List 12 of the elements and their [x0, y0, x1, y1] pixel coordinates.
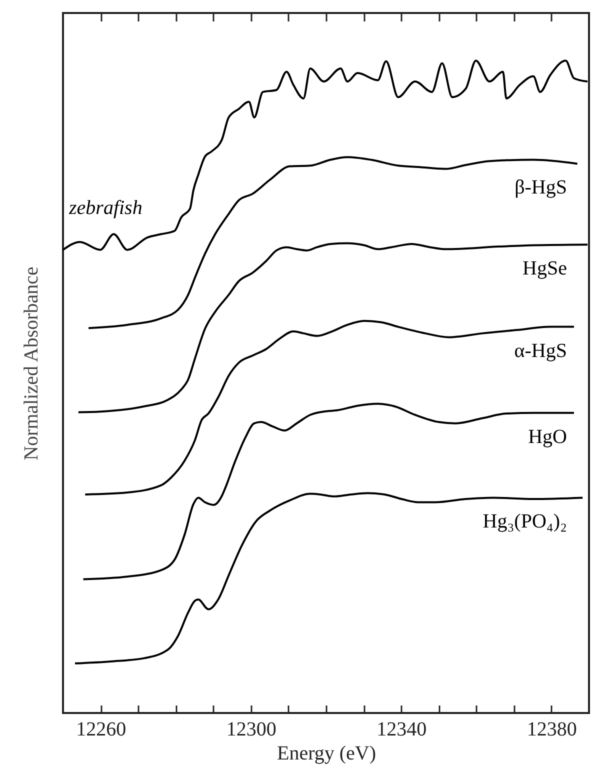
- x-tick-label: 12380: [526, 718, 577, 740]
- x-tick-label: 12340: [376, 718, 427, 740]
- series-label: Hg₃(PO₄)₂: [482, 510, 567, 533]
- series-label: zebrafish: [68, 196, 142, 219]
- series-label: HgSe: [522, 258, 568, 280]
- series-label: HgO: [528, 426, 567, 448]
- x-tick-label: 12300: [226, 718, 276, 740]
- series-label: α-HgS: [514, 340, 567, 362]
- x-tick-label: 12260: [76, 718, 126, 740]
- y-axis-title: Normalized Absorbance: [20, 266, 42, 460]
- series-label: β-HgS: [514, 176, 567, 199]
- x-axis-title: Energy (eV): [276, 742, 376, 764]
